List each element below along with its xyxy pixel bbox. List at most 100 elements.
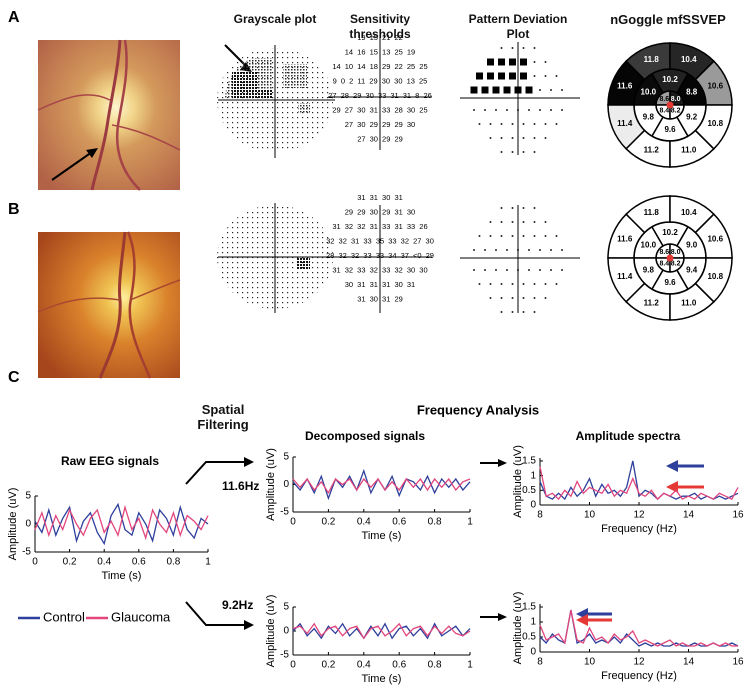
x-tick-label: 8 (537, 510, 543, 521)
deviation-dot (500, 47, 503, 49)
deviation-dot (561, 249, 563, 251)
deviation-square (498, 58, 505, 66)
deviation-square (492, 86, 500, 94)
sector (694, 104, 733, 150)
deviation-dot (506, 109, 508, 111)
deviation-dot (484, 109, 486, 111)
y-axis-label: Amplitude (uV) (265, 448, 277, 521)
deviation-dot (533, 151, 536, 153)
sector (694, 213, 733, 259)
sector (669, 195, 715, 234)
series-line (34, 502, 209, 546)
deviation-dot (517, 269, 519, 271)
panel-label: C (8, 369, 20, 386)
column-header: Grayscale plot (233, 12, 317, 26)
deviation-dot (544, 137, 547, 139)
deviation-dot (500, 311, 503, 313)
sector-label: 8.4 (659, 261, 669, 268)
threshold-row: 29 29 30 29 31 30 (345, 207, 415, 216)
deviation-dot (473, 269, 475, 271)
sector-label: 9.6 (664, 278, 676, 287)
deviation-dot (522, 221, 525, 223)
deviation-square (509, 58, 516, 66)
x-tick-label: 0.6 (132, 557, 146, 568)
deviation-dot (500, 283, 503, 285)
column-header: Sensitivity thresholds (349, 12, 411, 41)
deviation-dot (533, 137, 536, 139)
deviation-dot (528, 249, 530, 251)
deviation-dot (473, 249, 475, 251)
y-tick-label: 0 (25, 519, 31, 530)
deviation-dot (533, 61, 536, 63)
deviation-dot (478, 283, 481, 285)
deviation-dot (522, 311, 525, 313)
sector-label: 10.8 (707, 272, 723, 281)
deviation-dot (544, 235, 547, 237)
deviation-dot (517, 109, 519, 111)
y-tick-label: 0.5 (522, 485, 536, 496)
deviation-dot (511, 221, 514, 223)
x-axis-label: Time (s) (362, 530, 402, 542)
legend-label: Control (43, 609, 85, 624)
threshold-row: 14 16 15 13 25 19 (345, 47, 415, 56)
x-axis-label: Time (s) (102, 570, 142, 582)
deviation-dot (495, 249, 497, 251)
sector-label: 9.6 (664, 125, 676, 134)
chart-title: Raw EEG signals (61, 454, 159, 468)
deviation-dot (478, 123, 481, 125)
deviation-dot (550, 269, 552, 271)
grayscale-plot (217, 44, 335, 158)
deviation-dot (544, 61, 547, 63)
sector-label: 8.0 (671, 249, 681, 256)
x-tick-label: 10 (584, 510, 596, 521)
deviation-dot (522, 151, 525, 153)
deviation-dot (489, 235, 492, 237)
x-tick-label: 16 (732, 657, 744, 668)
deviation-dot (478, 235, 481, 237)
deviation-dot (522, 137, 525, 139)
deviation-dot (511, 47, 514, 49)
deviation-dot (533, 47, 536, 49)
sector-label: 9.8 (643, 113, 655, 122)
x-tick-label: 0.6 (392, 517, 406, 528)
sector-label: 11.2 (644, 145, 660, 154)
chart-title: Amplitude spectra (576, 429, 681, 443)
sector-label: 11.8 (644, 208, 660, 217)
y-tick-label: 1 (530, 617, 536, 628)
y-axis-label: Amplitude (uV) (265, 595, 277, 668)
deviation-dot (544, 297, 547, 299)
sector (694, 257, 733, 303)
x-tick-label: 0.8 (428, 660, 442, 671)
threshold-row: 31 32 32 31 33 31 33 26 (332, 222, 427, 231)
x-tick-label: 0.2 (321, 660, 335, 671)
pipeline-arrows (185, 461, 500, 626)
y-axis-label: Amplitude (uV) (512, 445, 524, 518)
deviation-dot (533, 221, 536, 223)
sector-label: 10.4 (681, 55, 697, 64)
deviation-dot (500, 123, 503, 125)
fundus-photo (37, 231, 181, 379)
deviation-dot (528, 269, 530, 271)
fixation-dot (666, 254, 674, 262)
x-tick-label: 12 (633, 510, 645, 521)
deviation-dot (539, 109, 541, 111)
column-header: Pattern Deviation Plot (468, 12, 568, 41)
sector-label: 10.4 (681, 208, 697, 217)
x-tick-label: 1 (467, 660, 473, 671)
sector-label: 9.8 (643, 266, 655, 275)
x-tick-label: 0.8 (428, 517, 442, 528)
deviation-dot (511, 297, 514, 299)
deviation-dot (511, 151, 514, 153)
deviation-dot (550, 249, 552, 251)
y-axis-label: Amplitude (uV) (512, 592, 524, 665)
threshold-row: 28 32 32 33 33 34 37 <0 29 (326, 251, 434, 260)
threshold-grid: 19 15 21 22 14 16 15 13 25 19 14 10 14 18 … (326, 33, 434, 304)
deviation-dot (489, 123, 492, 125)
deviation-dot (533, 75, 536, 77)
threshold-row: 32 32 31 33 35 33 32 27 30 (326, 236, 434, 245)
sector-label: 10.2 (662, 228, 678, 237)
deviation-dot (517, 249, 519, 251)
threshold-row: 31 30 31 29 (357, 294, 403, 303)
threshold-row: 19 15 21 22 (357, 33, 403, 42)
